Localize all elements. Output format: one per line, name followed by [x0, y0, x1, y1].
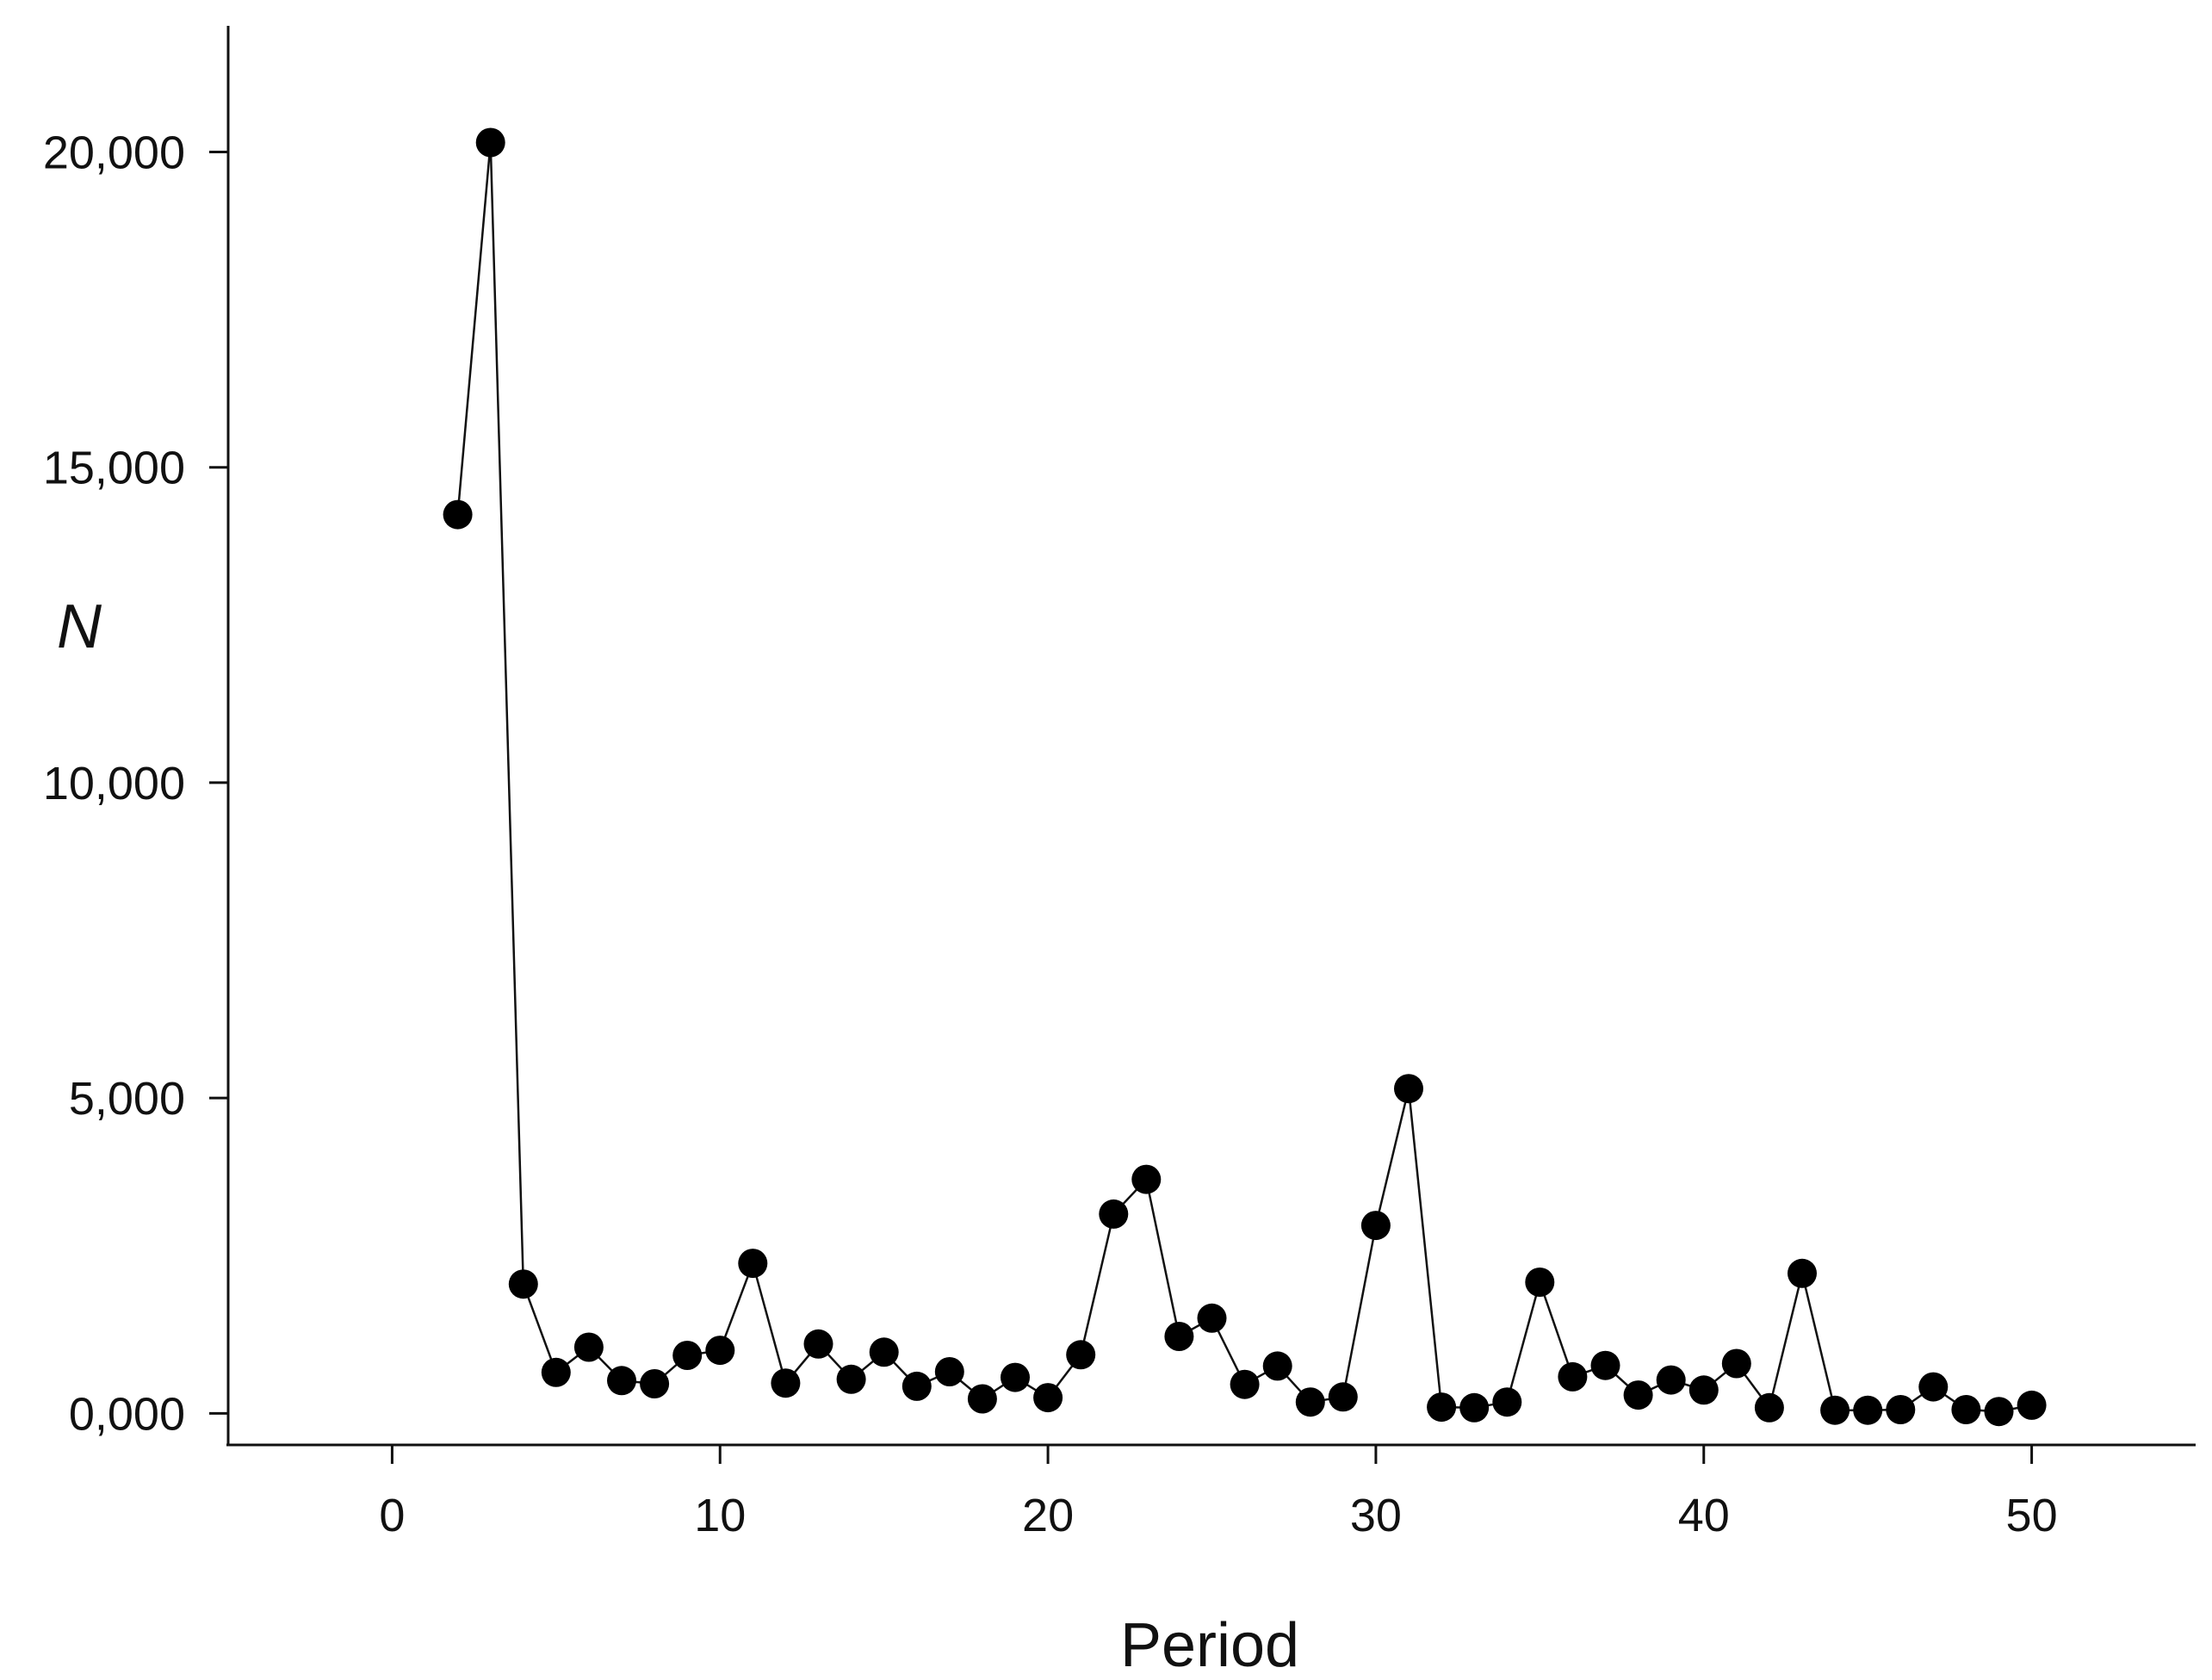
series-line	[456, 142, 2032, 1413]
data-point	[1164, 1322, 1194, 1351]
data-point	[1984, 1397, 2014, 1427]
data-point	[967, 1384, 997, 1414]
data-point	[1360, 1211, 1391, 1241]
data-point	[1197, 1303, 1227, 1333]
data-point	[1295, 1387, 1325, 1417]
data-series	[443, 127, 2047, 1427]
y-tick-label: 5,000	[69, 1073, 185, 1125]
data-point	[1590, 1350, 1620, 1380]
data-point	[1131, 1164, 1162, 1194]
data-point	[508, 1269, 538, 1299]
data-point	[640, 1369, 670, 1398]
data-point	[1754, 1392, 1784, 1423]
data-point	[1066, 1340, 1096, 1370]
x-tick-label: 30	[1350, 1490, 1402, 1541]
data-point	[1033, 1383, 1063, 1413]
x-tick-label: 40	[1678, 1490, 1730, 1541]
ticks: 0 10 20 30 40 50 0,000 5,000 10,000 15,000 20,000	[43, 127, 2058, 1541]
y-tick-label: 0,000	[69, 1388, 185, 1440]
data-point	[443, 499, 473, 530]
data-point	[1721, 1348, 1751, 1379]
data-point	[803, 1329, 833, 1359]
x-tick-label: 20	[1022, 1490, 1074, 1541]
data-point	[1951, 1395, 1981, 1424]
data-point	[541, 1357, 571, 1387]
x-tick-label: 50	[2006, 1490, 2058, 1541]
data-point	[1525, 1268, 1555, 1297]
data-point	[1853, 1395, 1883, 1425]
data-point	[1886, 1395, 1916, 1424]
data-point	[1918, 1372, 1949, 1402]
x-axis-title: Period	[1120, 1611, 1299, 1680]
y-tick-label: 10,000	[43, 758, 185, 809]
y-tick-label: 20,000	[43, 127, 185, 178]
data-point	[1427, 1392, 1457, 1423]
data-point	[475, 127, 505, 158]
y-tick-label: 15,000	[43, 443, 185, 494]
data-point	[705, 1336, 735, 1366]
data-point	[1230, 1369, 1260, 1399]
data-point	[573, 1332, 604, 1362]
data-point	[1001, 1362, 1030, 1392]
x-tick-label: 10	[694, 1490, 746, 1541]
data-point	[934, 1357, 964, 1386]
y-axis-title: N	[57, 592, 102, 661]
data-point	[1623, 1380, 1653, 1410]
data-point	[1099, 1199, 1129, 1229]
data-point	[1558, 1361, 1588, 1392]
x-tick-label: 0	[379, 1490, 405, 1541]
data-point	[1492, 1387, 1522, 1417]
data-point	[902, 1371, 932, 1401]
data-point	[1788, 1258, 1817, 1288]
data-point	[1328, 1382, 1358, 1412]
data-point	[738, 1249, 768, 1279]
data-point	[1394, 1074, 1423, 1104]
data-point	[1688, 1375, 1719, 1405]
data-point	[1262, 1351, 1292, 1381]
data-point	[836, 1364, 866, 1394]
data-point	[1459, 1392, 1490, 1423]
data-point	[1656, 1365, 1686, 1395]
data-point	[869, 1337, 899, 1367]
data-point	[607, 1366, 636, 1396]
data-point	[1820, 1395, 1850, 1425]
data-point	[771, 1368, 801, 1398]
data-point	[672, 1341, 703, 1370]
axes	[226, 26, 2196, 1447]
data-point	[2017, 1390, 2047, 1420]
